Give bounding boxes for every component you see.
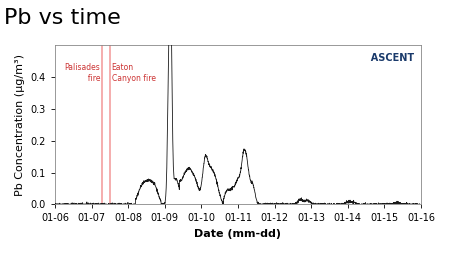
X-axis label: Date (mm-dd): Date (mm-dd) [194,229,282,239]
Text: Palisades
  fire: Palisades fire [65,63,100,83]
Y-axis label: Pb Concentration (μg/m³): Pb Concentration (μg/m³) [15,54,25,196]
Text: ASCENT: ASCENT [364,53,414,64]
Text: Pb vs time: Pb vs time [4,8,121,28]
Text: Eaton
Canyon fire: Eaton Canyon fire [112,63,156,83]
